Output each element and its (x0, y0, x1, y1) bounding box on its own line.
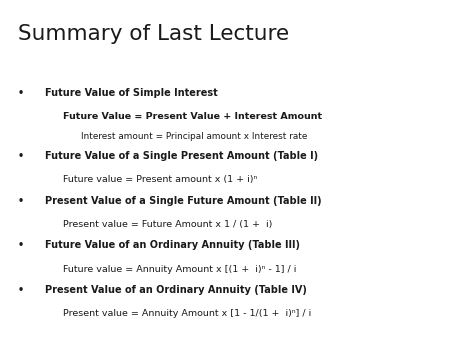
Text: Present value = Future Amount x 1 / (1 +  i): Present value = Future Amount x 1 / (1 +… (63, 220, 272, 229)
Text: Future value = Present amount x (1 + i)ⁿ: Future value = Present amount x (1 + i)ⁿ (63, 175, 257, 185)
Text: •: • (18, 151, 24, 161)
Text: Future Value of an Ordinary Annuity (Table III): Future Value of an Ordinary Annuity (Tab… (45, 240, 300, 250)
Text: Future Value of a Single Present Amount (Table I): Future Value of a Single Present Amount … (45, 151, 318, 161)
Text: •: • (18, 196, 24, 206)
Text: Present Value of an Ordinary Annuity (Table IV): Present Value of an Ordinary Annuity (Ta… (45, 285, 307, 295)
Text: •: • (18, 240, 24, 250)
Text: Present Value of a Single Future Amount (Table II): Present Value of a Single Future Amount … (45, 196, 322, 206)
Text: Present value = Annuity Amount x [1 - 1/(1 +  i)ⁿ] / i: Present value = Annuity Amount x [1 - 1/… (63, 309, 311, 318)
Text: Future Value of Simple Interest: Future Value of Simple Interest (45, 88, 218, 98)
Text: •: • (18, 285, 24, 295)
Text: •: • (18, 88, 24, 98)
Text: Interest amount = Principal amount x Interest rate: Interest amount = Principal amount x Int… (81, 132, 307, 142)
Text: Summary of Last Lecture: Summary of Last Lecture (18, 24, 289, 44)
Text: Future value = Annuity Amount x [(1 +  i)ⁿ - 1] / i: Future value = Annuity Amount x [(1 + i)… (63, 265, 297, 274)
Text: Future Value = Present Value + Interest Amount: Future Value = Present Value + Interest … (63, 112, 322, 121)
